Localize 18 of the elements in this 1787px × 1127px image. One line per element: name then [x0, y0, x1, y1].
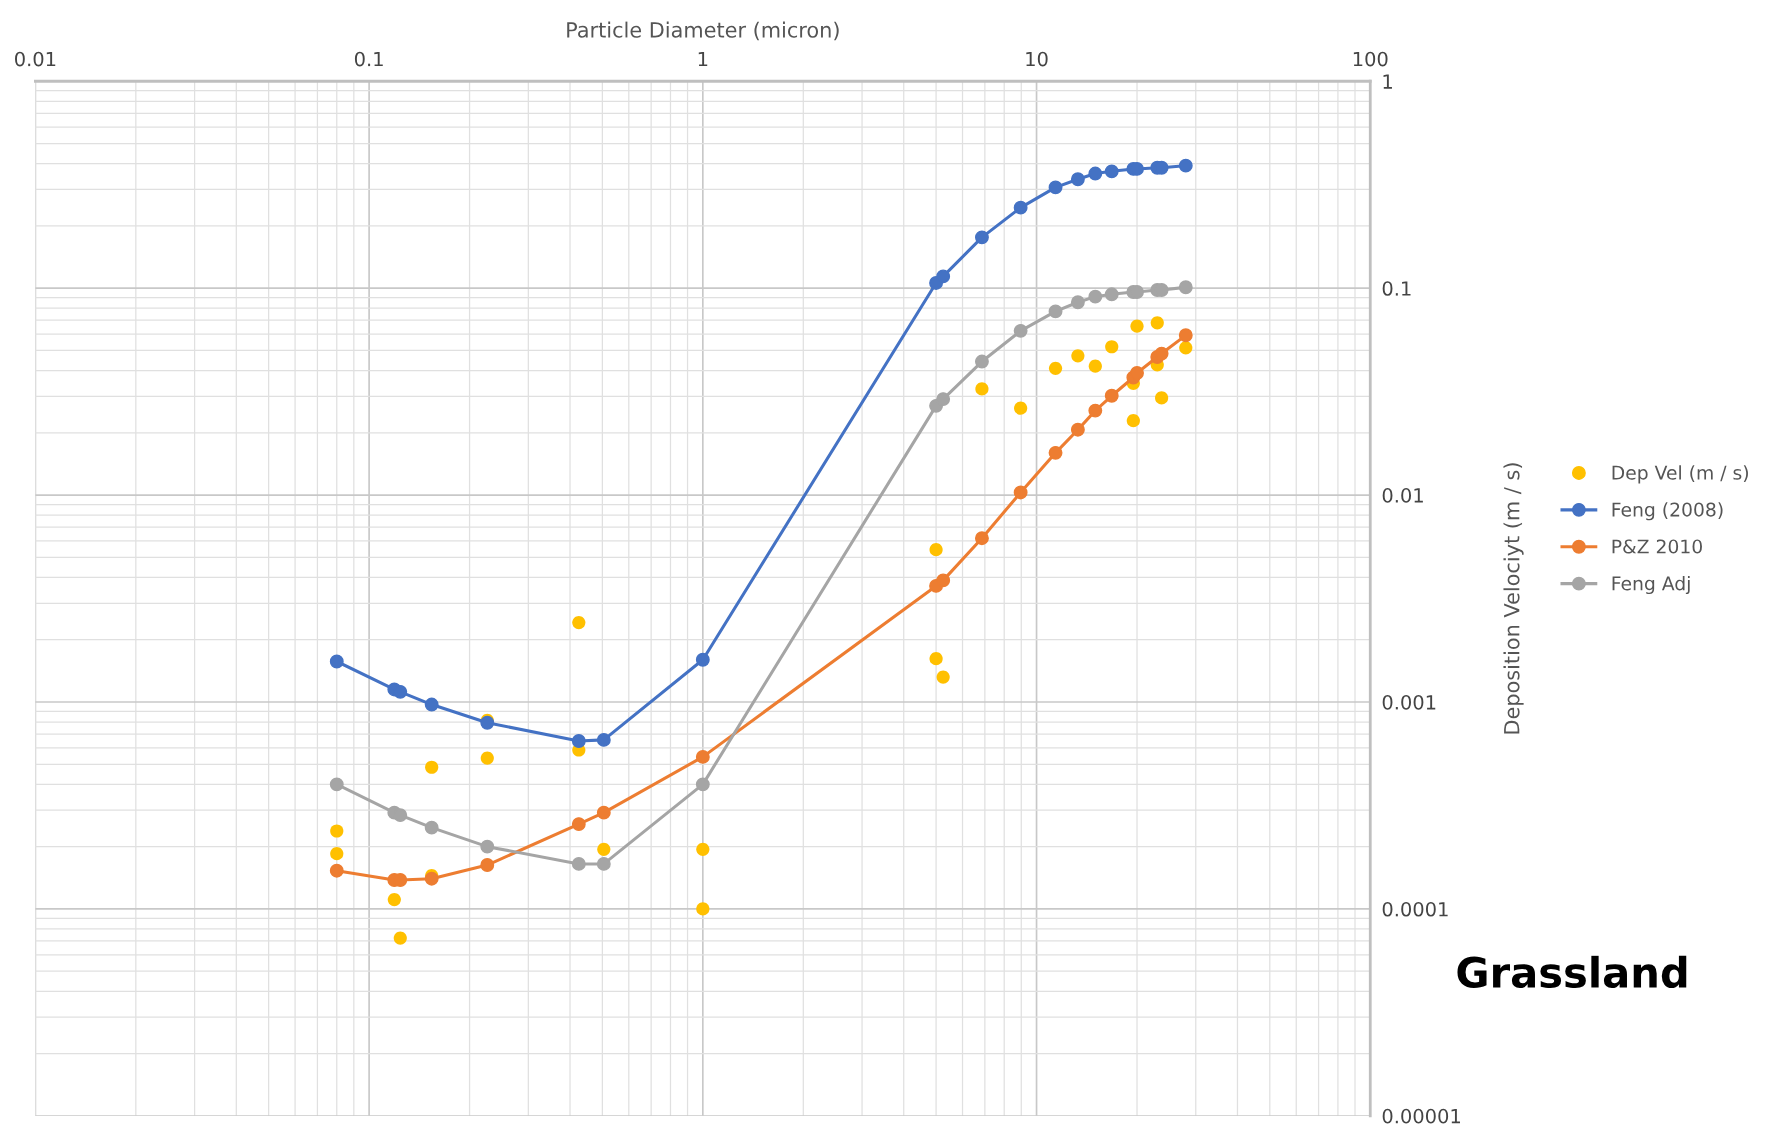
- x-axis-title: Particle Diameter (micron): [567, 21, 839, 41]
- legend-label: Feng (2008): [1612, 502, 1723, 521]
- y-tick-label: 0.00001: [1382, 1108, 1460, 1124]
- x-tick-label: 0.1: [354, 51, 383, 67]
- x-tick-label: 1: [698, 51, 708, 67]
- y-tick-label: 0.0001: [1382, 901, 1448, 917]
- legend-label: P&Z 2010: [1612, 539, 1702, 554]
- y-tick-label: 0.01: [1382, 488, 1423, 503]
- y-tick-label: 0.1: [1382, 281, 1411, 296]
- y-tick-label: 0.001: [1382, 694, 1436, 710]
- legend-label: Feng Adj: [1612, 575, 1690, 595]
- y-axis-title: Deposition Velociyt (m / s): [1503, 463, 1524, 734]
- legend-label: Dep Vel (m / s): [1612, 465, 1748, 484]
- x-tick-label: 100: [1353, 51, 1388, 67]
- text: Grassland: [1457, 955, 1687, 989]
- x-tick-label: 10: [1026, 51, 1048, 67]
- x-tick-label: 0.01: [15, 51, 56, 67]
- y-tick-label: 1: [1383, 74, 1392, 89]
